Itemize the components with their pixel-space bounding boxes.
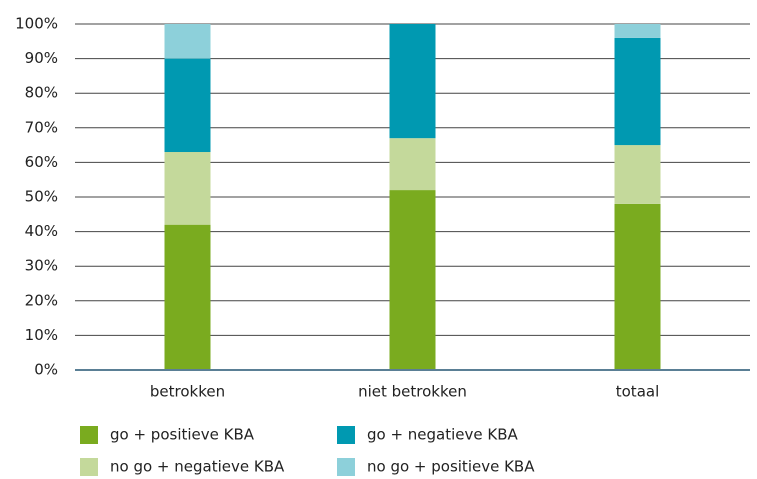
y-tick-label: 0% — [34, 361, 58, 379]
legend-label: go + negatieve KBA — [367, 426, 519, 444]
y-tick-label: 70% — [25, 118, 58, 136]
y-tick-label: 30% — [25, 257, 58, 275]
bar-segment — [614, 203, 661, 370]
legend-swatch — [337, 458, 355, 476]
bar-segment — [614, 145, 661, 204]
y-tick-label: 90% — [25, 49, 58, 67]
bar-segment — [389, 190, 436, 370]
x-tick-label: totaal — [616, 383, 660, 401]
x-tick-label: betrokken — [150, 383, 225, 401]
y-tick-label: 50% — [25, 188, 58, 206]
y-tick-label: 20% — [25, 291, 58, 309]
bar-segment — [614, 24, 661, 38]
bar-segment — [164, 24, 211, 59]
y-tick-label: 10% — [25, 326, 58, 344]
legend-label: no go + negatieve KBA — [110, 458, 285, 476]
legend-swatch — [80, 426, 98, 444]
bar-segment — [614, 37, 661, 146]
legend-swatch — [80, 458, 98, 476]
legend-label: go + positieve KBA — [110, 426, 255, 444]
y-tick-label: 100% — [15, 15, 58, 33]
bar-segment — [389, 24, 436, 139]
bar-segment — [389, 138, 436, 191]
legend-label: no go + positieve KBA — [367, 458, 535, 476]
y-tick-label: 40% — [25, 222, 58, 240]
legend-swatch — [337, 426, 355, 444]
bar-segment — [164, 152, 211, 225]
bar-segment — [164, 58, 211, 153]
y-tick-label: 80% — [25, 84, 58, 102]
x-tick-label: niet betrokken — [358, 383, 467, 401]
bar-segment — [164, 224, 211, 370]
y-tick-label: 60% — [25, 153, 58, 171]
